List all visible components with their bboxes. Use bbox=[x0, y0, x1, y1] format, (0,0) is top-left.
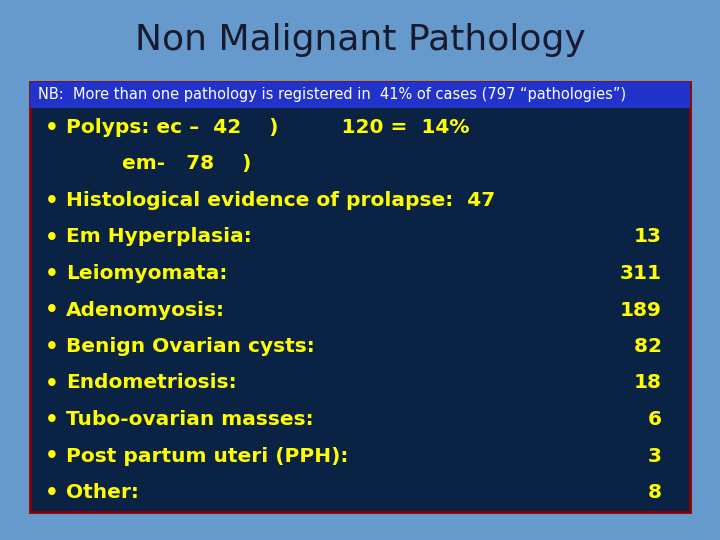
Text: •: • bbox=[45, 118, 59, 138]
Text: 6: 6 bbox=[641, 410, 662, 429]
Text: 311: 311 bbox=[620, 264, 662, 283]
FancyBboxPatch shape bbox=[30, 82, 690, 108]
Text: •: • bbox=[45, 374, 59, 394]
Text: Post partum uteri (PPH):: Post partum uteri (PPH): bbox=[66, 447, 348, 465]
Text: Endometriosis:: Endometriosis: bbox=[66, 374, 237, 393]
Text: 82: 82 bbox=[627, 337, 662, 356]
Text: •: • bbox=[45, 410, 59, 430]
Text: Benign Ovarian cysts:: Benign Ovarian cysts: bbox=[66, 337, 315, 356]
Text: •: • bbox=[45, 227, 59, 247]
Text: Other:: Other: bbox=[66, 483, 139, 502]
FancyBboxPatch shape bbox=[30, 82, 690, 512]
Text: 13: 13 bbox=[634, 227, 662, 246]
Text: Leiomyomata:: Leiomyomata: bbox=[66, 264, 228, 283]
Text: 189: 189 bbox=[620, 300, 662, 320]
Text: •: • bbox=[45, 300, 59, 321]
Text: •: • bbox=[45, 264, 59, 284]
Text: •: • bbox=[45, 483, 59, 503]
Text: Polyps: ec –  42    )         120 =  14%: Polyps: ec – 42 ) 120 = 14% bbox=[66, 118, 469, 137]
Text: 3: 3 bbox=[641, 447, 662, 465]
Text: Non Malignant Pathology: Non Malignant Pathology bbox=[135, 23, 585, 57]
Text: •: • bbox=[45, 191, 59, 211]
Text: em-   78    ): em- 78 ) bbox=[66, 154, 251, 173]
Text: 8: 8 bbox=[641, 483, 662, 502]
Text: Tubo-ovarian masses:: Tubo-ovarian masses: bbox=[66, 410, 314, 429]
Text: NB:  More than one pathology is registered in  41% of cases (797 “pathologies”): NB: More than one pathology is registere… bbox=[38, 87, 626, 103]
Text: •: • bbox=[45, 447, 59, 467]
Text: Adenomyosis:: Adenomyosis: bbox=[66, 300, 225, 320]
Text: Histological evidence of prolapse:  47: Histological evidence of prolapse: 47 bbox=[66, 191, 495, 210]
Text: Em Hyperplasia:: Em Hyperplasia: bbox=[66, 227, 252, 246]
Text: •: • bbox=[45, 337, 59, 357]
Text: 18: 18 bbox=[634, 374, 662, 393]
